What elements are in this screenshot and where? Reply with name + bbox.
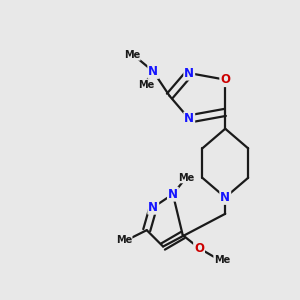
Text: N: N xyxy=(220,191,230,204)
Text: N: N xyxy=(148,65,158,78)
Text: N: N xyxy=(184,67,194,80)
Text: N: N xyxy=(148,201,158,214)
Text: O: O xyxy=(194,242,204,255)
Text: O: O xyxy=(220,73,230,86)
Text: Me: Me xyxy=(214,255,230,265)
Text: Me: Me xyxy=(124,50,140,60)
Text: Me: Me xyxy=(178,173,194,183)
Text: Me: Me xyxy=(116,235,132,245)
Text: N: N xyxy=(168,188,178,201)
Text: N: N xyxy=(184,112,194,125)
Text: Me: Me xyxy=(139,80,155,90)
